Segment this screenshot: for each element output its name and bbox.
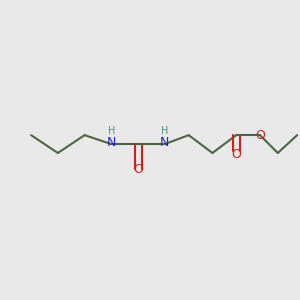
Text: H: H — [108, 126, 115, 136]
Text: N: N — [160, 136, 170, 149]
Text: O: O — [231, 148, 241, 161]
Text: O: O — [133, 163, 143, 176]
Text: O: O — [255, 129, 265, 142]
Text: N: N — [107, 136, 116, 149]
Text: H: H — [161, 126, 169, 136]
